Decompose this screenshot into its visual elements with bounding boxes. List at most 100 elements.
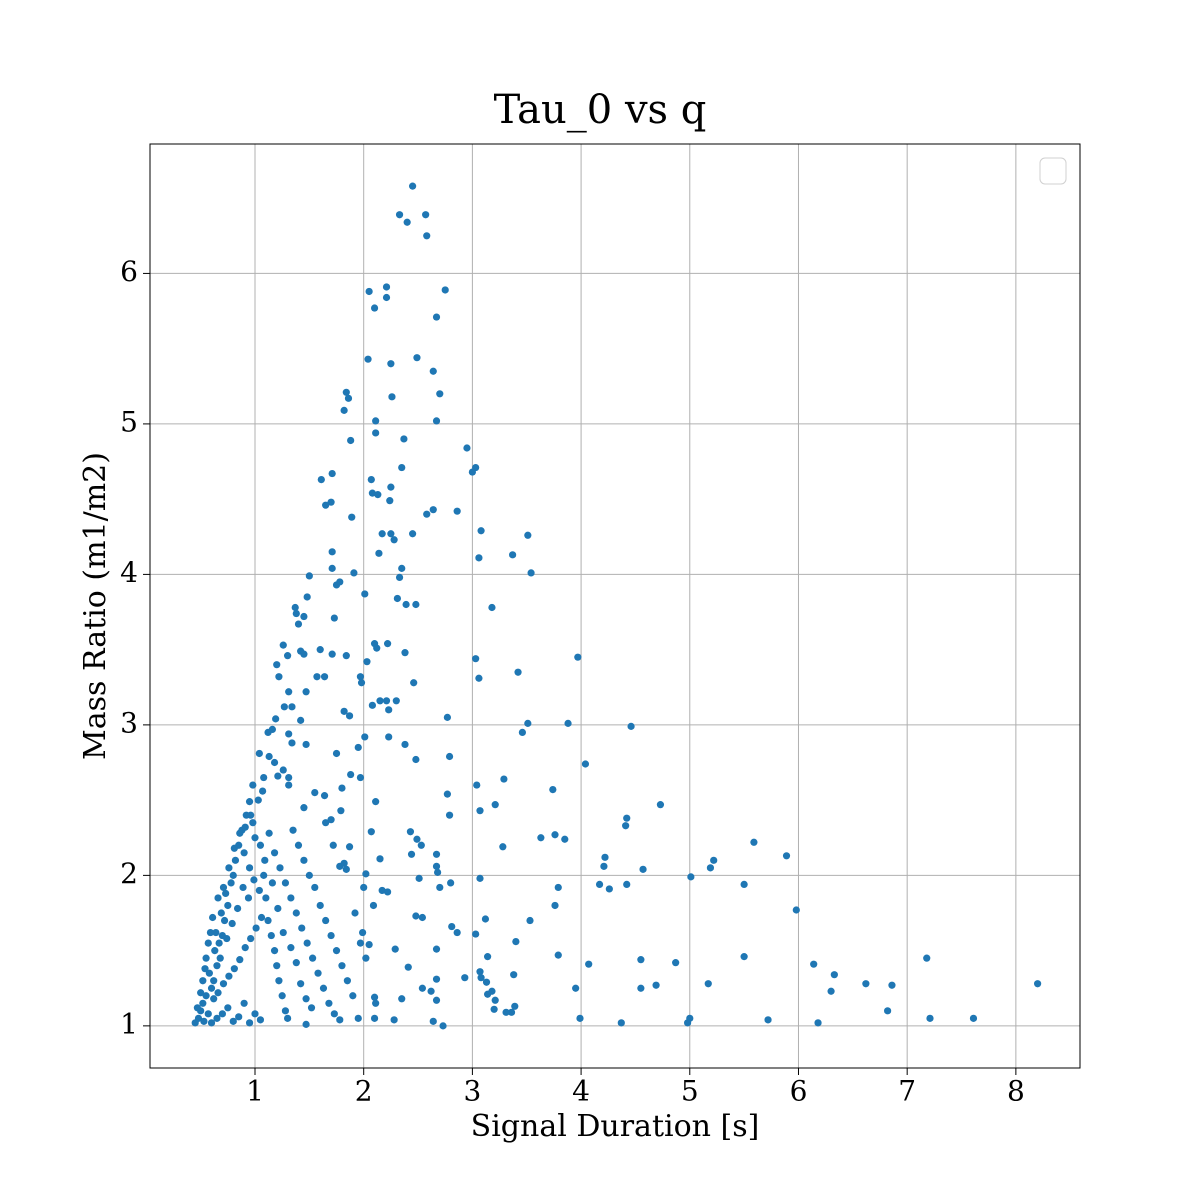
scatter-point	[319, 984, 328, 992]
scatter-point	[285, 688, 293, 696]
scatter-point	[585, 960, 593, 968]
scatter-point	[656, 801, 665, 809]
scatter-point	[297, 980, 305, 988]
scatter-point	[395, 211, 404, 219]
scatter-point	[322, 819, 330, 827]
scatter-point	[390, 536, 398, 544]
scatter-point	[316, 901, 324, 910]
scatter-point	[512, 937, 520, 946]
scatter-point	[356, 773, 365, 782]
scatter-point	[224, 1004, 232, 1012]
y-tick-label: 1	[120, 1007, 138, 1040]
scatter-point	[554, 951, 562, 959]
scatter-point	[270, 849, 279, 857]
scatter-point	[511, 1002, 519, 1010]
scatter-point	[684, 1019, 692, 1027]
scatter-point	[213, 962, 221, 970]
scatter-point	[372, 999, 380, 1007]
scatter-point	[412, 755, 420, 764]
scatter-point	[274, 772, 282, 780]
scatter-point	[740, 880, 748, 889]
scatter-point	[432, 850, 441, 858]
scatter-point	[595, 880, 604, 889]
scatter-point	[537, 834, 545, 842]
y-tick-label: 6	[120, 255, 138, 288]
scatter-point	[348, 513, 356, 521]
scatter-point	[617, 1019, 625, 1027]
scatter-point	[409, 182, 417, 190]
scatter-point	[273, 962, 281, 970]
scatter-point	[220, 916, 229, 925]
scatter-point	[427, 987, 435, 995]
scatter-point	[500, 775, 508, 783]
scatter-point	[336, 1016, 344, 1024]
scatter-point	[270, 947, 279, 955]
scatter-point	[199, 977, 207, 985]
scatter-point	[524, 531, 532, 539]
scatter-point	[330, 614, 338, 622]
scatter-point	[884, 1007, 892, 1015]
scatter-point	[574, 653, 582, 661]
scatter-point	[499, 843, 507, 851]
scatter-point	[441, 286, 449, 294]
scatter-point	[300, 612, 308, 621]
scatter-point	[448, 922, 456, 931]
scatter-point	[360, 883, 368, 892]
scatter-point	[461, 974, 469, 982]
scatter-point	[354, 1014, 362, 1022]
y-tick-label: 2	[120, 857, 138, 890]
scatter-point	[410, 679, 418, 687]
scatter-point	[400, 435, 408, 443]
scatter-point	[279, 641, 287, 649]
legend-box	[1039, 157, 1067, 185]
scatter-point	[320, 792, 329, 800]
scatter-point	[197, 989, 205, 997]
scatter-point	[862, 980, 870, 988]
scatter-point	[551, 831, 559, 839]
scatter-point	[344, 394, 353, 402]
scatter-point	[340, 859, 348, 867]
scatter-point	[249, 819, 257, 827]
scatter-point	[623, 880, 631, 889]
scatter-point	[750, 838, 758, 846]
scatter-point	[432, 975, 441, 983]
scatter-point	[284, 652, 292, 660]
scatter-point	[281, 1007, 290, 1015]
scatter-point	[259, 787, 267, 795]
scatter-point	[477, 974, 485, 982]
scatter-point	[764, 1016, 772, 1024]
scatter-point	[200, 1017, 208, 1025]
scatter-point	[242, 811, 250, 819]
scatter-point	[376, 697, 384, 705]
scatter-point	[384, 640, 392, 648]
scatter-point	[601, 853, 609, 861]
x-tick-label: 3	[463, 1075, 481, 1108]
scatter-point	[476, 807, 484, 815]
scatter-point	[284, 1014, 292, 1022]
scatter-point	[484, 990, 492, 998]
scatter-point	[415, 874, 423, 882]
scatter-point	[378, 886, 386, 895]
scatter-point	[209, 913, 217, 922]
scatter-point	[351, 909, 359, 917]
scatter-point	[214, 989, 222, 997]
scatter-point	[288, 703, 296, 711]
scatter-point	[327, 816, 335, 824]
scatter-point	[476, 968, 484, 976]
scatter-point	[342, 388, 350, 396]
scatter-point	[222, 889, 230, 898]
scatter-point	[372, 429, 380, 437]
scatter-point	[305, 871, 313, 879]
scatter-point	[361, 733, 369, 741]
x-axis-label: Signal Duration [s]	[471, 1109, 760, 1144]
scatter-point	[328, 650, 336, 658]
scatter-point	[409, 530, 417, 538]
scatter-point	[623, 814, 631, 822]
scatter-point	[343, 977, 351, 985]
scatter-point	[491, 801, 499, 809]
scatter-point	[453, 507, 461, 515]
scatter-point	[302, 740, 310, 749]
scatter-point	[740, 953, 748, 961]
scatter-point	[289, 826, 297, 834]
y-axis-label: Mass Ratio (m1/m2)	[78, 452, 113, 760]
